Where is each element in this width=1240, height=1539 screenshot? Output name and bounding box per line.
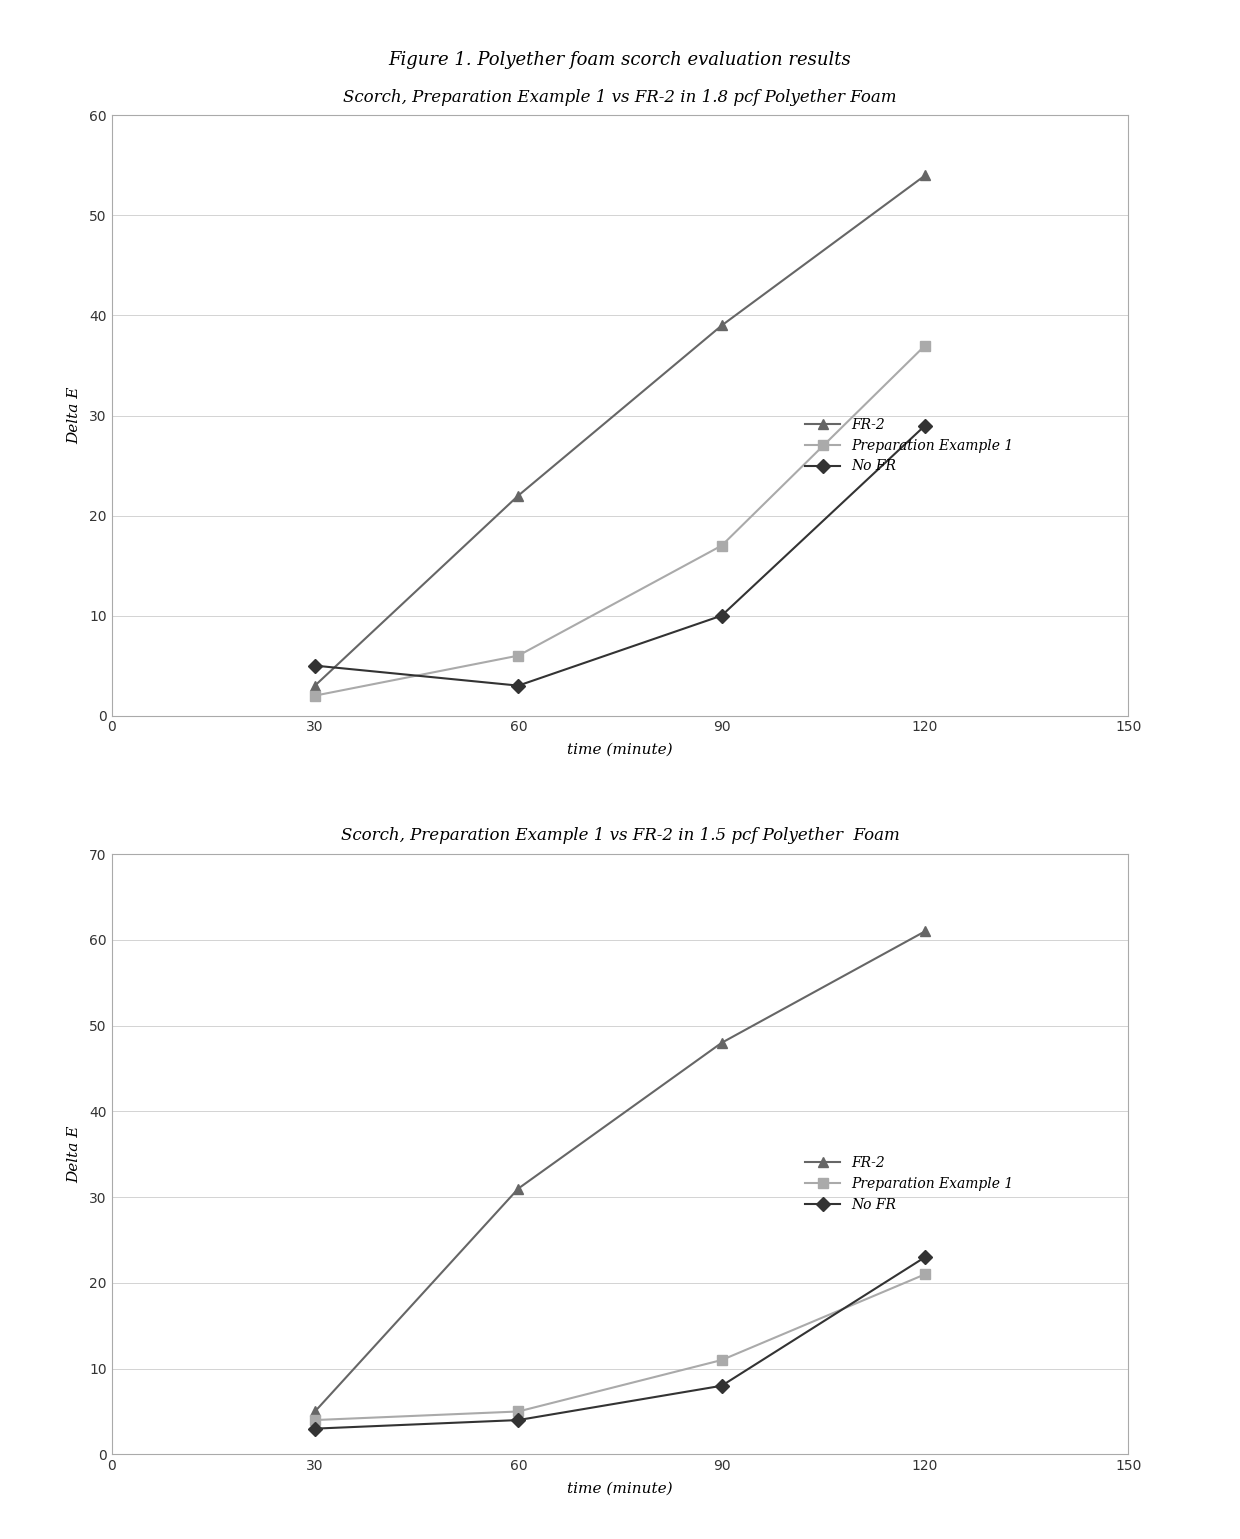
Title: Scorch, Preparation Example 1 vs FR-2 in 1.8 pcf Polyether Foam: Scorch, Preparation Example 1 vs FR-2 in…: [343, 89, 897, 106]
Line: Preparation Example 1: Preparation Example 1: [310, 340, 930, 700]
Preparation Example 1: [308, 686, 322, 705]
Line: No FR: No FR: [310, 1253, 930, 1433]
FR-2: [308, 1402, 322, 1420]
FR-2: [918, 922, 932, 940]
Legend: FR-2, Preparation Example 1, No FR: FR-2, Preparation Example 1, No FR: [800, 412, 1019, 479]
No FR: [918, 1248, 932, 1267]
FR-2: [918, 166, 932, 185]
No FR: [308, 1419, 322, 1437]
Preparation Example 1: [308, 1411, 322, 1430]
X-axis label: time (minute): time (minute): [567, 743, 673, 757]
Preparation Example 1: [714, 1351, 729, 1370]
FR-2: [511, 1179, 526, 1197]
Preparation Example 1: [511, 1402, 526, 1420]
No FR: [308, 656, 322, 674]
FR-2: [511, 486, 526, 505]
FR-2: [714, 317, 729, 336]
FR-2: [714, 1034, 729, 1053]
Y-axis label: Delta E: Delta E: [67, 386, 81, 445]
Line: FR-2: FR-2: [310, 926, 930, 1416]
No FR: [918, 417, 932, 436]
Line: Preparation Example 1: Preparation Example 1: [310, 1270, 930, 1425]
Line: FR-2: FR-2: [310, 171, 930, 691]
No FR: [511, 1411, 526, 1430]
No FR: [511, 677, 526, 696]
Y-axis label: Delta E: Delta E: [67, 1125, 81, 1183]
X-axis label: time (minute): time (minute): [567, 1482, 673, 1496]
Title: Scorch, Preparation Example 1 vs FR-2 in 1.5 pcf Polyether  Foam: Scorch, Preparation Example 1 vs FR-2 in…: [341, 828, 899, 845]
Text: Figure 1. Polyether foam scorch evaluation results: Figure 1. Polyether foam scorch evaluati…: [388, 51, 852, 69]
Preparation Example 1: [918, 337, 932, 356]
Line: No FR: No FR: [310, 420, 930, 691]
FR-2: [308, 677, 322, 696]
Preparation Example 1: [714, 537, 729, 556]
Preparation Example 1: [511, 646, 526, 665]
No FR: [714, 606, 729, 625]
No FR: [714, 1376, 729, 1394]
Preparation Example 1: [918, 1265, 932, 1284]
Legend: FR-2, Preparation Example 1, No FR: FR-2, Preparation Example 1, No FR: [800, 1151, 1019, 1217]
